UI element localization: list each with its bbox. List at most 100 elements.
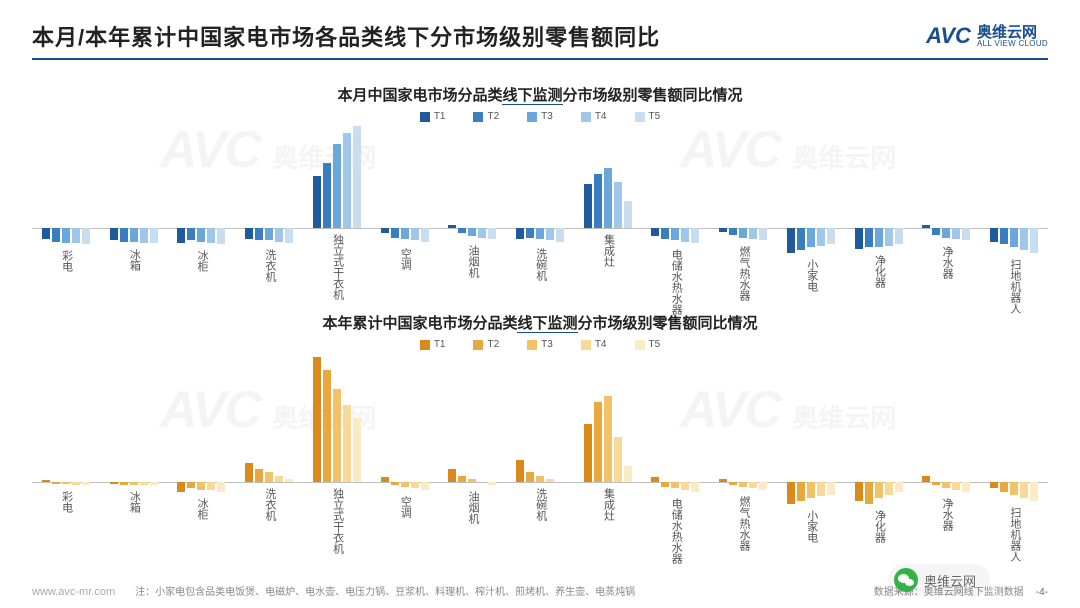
chart2-title: 本年累计中国家电市场分品类线下监测分市场级别零售额同比情况: [32, 312, 1048, 333]
x-axis-label: 独立式干衣机: [331, 234, 343, 300]
bar: [488, 228, 496, 239]
bar: [313, 176, 321, 228]
bar: [197, 482, 205, 490]
x-axis-label: 油烟机: [466, 245, 478, 278]
bar: [343, 405, 351, 482]
category-group: 冰柜: [167, 126, 235, 276]
chart-monthly: 本月中国家电市场分品类线下监测分市场级别零售额同比情况 T1T2T3T4T5 彩…: [32, 84, 1048, 276]
legend-item: T1: [420, 111, 446, 122]
bar: [217, 228, 225, 244]
bar: [990, 482, 998, 488]
logo-text-en: ALL VIEW CLOUD: [977, 40, 1048, 48]
x-axis-label: 燃气热水器: [737, 246, 749, 301]
bar: [787, 482, 795, 504]
bar: [275, 228, 283, 242]
bar: [797, 228, 805, 250]
chart2-legend: T1T2T3T4T5: [32, 339, 1048, 350]
bar: [624, 466, 632, 482]
legend-swatch: [635, 112, 645, 122]
bar: [391, 482, 399, 485]
legend-swatch: [420, 112, 430, 122]
category-group: 空调: [371, 126, 439, 276]
bar: [865, 228, 873, 247]
bar: [651, 477, 659, 482]
x-axis-label: 净化器: [873, 255, 885, 288]
bar: [448, 469, 456, 482]
bar: [797, 482, 805, 501]
legend-item: T4: [581, 111, 607, 122]
bar: [536, 476, 544, 482]
bar: [719, 228, 727, 232]
legend-item: T4: [581, 339, 607, 350]
x-axis-label: 冰柜: [196, 498, 208, 520]
logo-mark: AVC: [926, 23, 971, 49]
bar: [661, 482, 669, 487]
x-axis-label: 空调: [399, 248, 411, 270]
bar: [62, 482, 70, 484]
bar: [895, 228, 903, 244]
legend-swatch: [473, 112, 483, 122]
bar: [265, 228, 273, 240]
bar: [584, 184, 592, 228]
legend-item: T3: [527, 111, 553, 122]
bar: [52, 482, 60, 484]
x-axis-label: 洗碗机: [534, 488, 546, 521]
category-group: 燃气热水器: [709, 126, 777, 276]
bar: [1030, 482, 1038, 501]
bar: [458, 228, 466, 233]
chart1-title: 本月中国家电市场分品类线下监测分市场级别零售额同比情况: [32, 84, 1048, 105]
bar: [922, 225, 930, 228]
bar: [817, 482, 825, 496]
legend-label: T5: [649, 339, 661, 350]
bar: [1000, 482, 1008, 492]
bar: [556, 228, 564, 242]
page-number: -4-: [1036, 587, 1048, 598]
bar: [411, 482, 419, 488]
x-axis-label: 净化器: [873, 510, 885, 543]
bar: [817, 228, 825, 246]
bar: [719, 479, 727, 482]
page-title: 本月/本年累计中国家电市场各品类线下分市场级别零售额同比: [32, 20, 660, 52]
bar: [285, 479, 293, 482]
category-group: 净水器: [913, 354, 981, 514]
bar: [546, 228, 554, 240]
bar: [245, 228, 253, 239]
chart-ytd: 本年累计中国家电市场分品类线下监测分市场级别零售额同比情况 T1T2T3T4T5…: [32, 312, 1048, 514]
bar: [807, 482, 815, 498]
bar: [333, 144, 341, 228]
x-axis-label: 空调: [399, 496, 411, 518]
bar: [313, 357, 321, 482]
bar: [323, 163, 331, 228]
bar: [691, 228, 699, 243]
legend-item: T1: [420, 339, 446, 350]
legend-item: T5: [635, 111, 661, 122]
category-group: 扫地机器人: [980, 354, 1048, 514]
bar: [381, 228, 389, 233]
bar: [584, 424, 592, 482]
bar: [990, 228, 998, 242]
category-group: 燃气热水器: [709, 354, 777, 514]
bar: [885, 228, 893, 246]
bar: [207, 482, 215, 490]
legend-swatch: [473, 340, 483, 350]
bar: [207, 228, 215, 243]
bar: [82, 228, 90, 244]
logo: AVC 奥维云网 ALL VIEW CLOUD: [926, 23, 1048, 49]
bar: [62, 228, 70, 243]
bar: [526, 228, 534, 238]
bar: [922, 476, 930, 482]
bar: [671, 228, 679, 240]
bar: [855, 482, 863, 501]
bar: [875, 482, 883, 498]
x-axis-label: 彩电: [60, 491, 72, 513]
bar: [391, 228, 399, 238]
x-axis-label: 洗衣机: [263, 488, 275, 521]
bar: [275, 476, 283, 482]
category-group: 净化器: [845, 126, 913, 276]
bar: [1010, 482, 1018, 495]
bar: [875, 228, 883, 247]
bar: [681, 228, 689, 242]
category-group: 油烟机: [438, 126, 506, 276]
wechat-badge: 奥维云网: [888, 564, 990, 596]
bar: [681, 482, 689, 490]
